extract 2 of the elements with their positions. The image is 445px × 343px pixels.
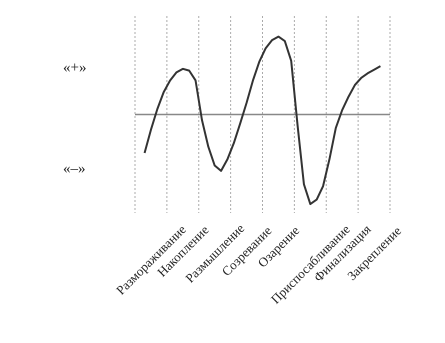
text: «–»: [63, 160, 86, 178]
text: «+»: [63, 60, 86, 78]
